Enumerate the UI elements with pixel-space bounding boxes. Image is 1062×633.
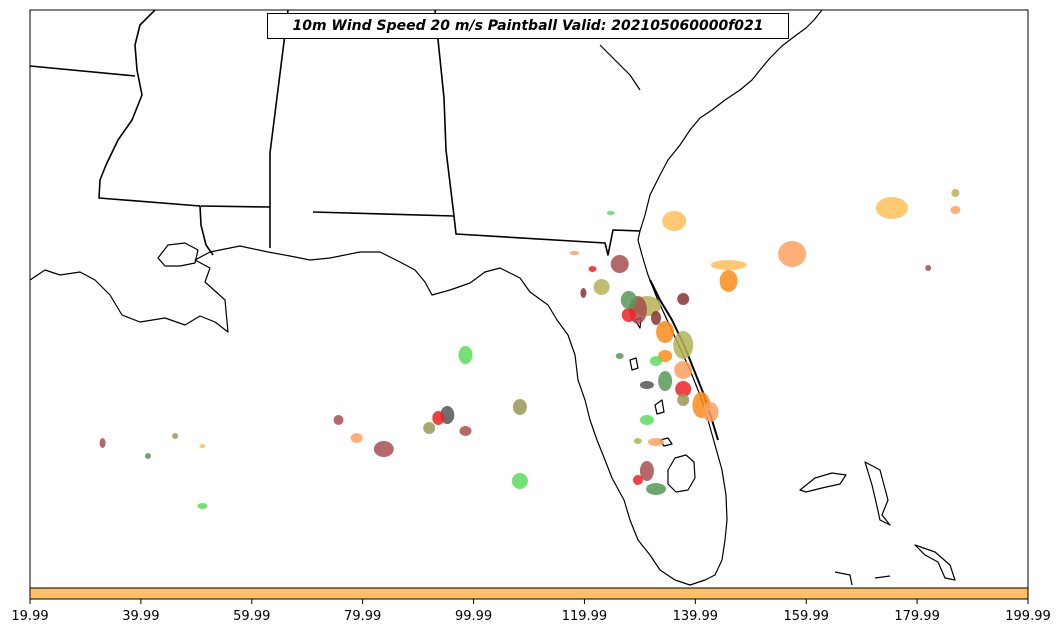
paintball-khaki [673,331,694,359]
paintball-green [458,346,473,364]
paintball-red [621,308,636,322]
paintball-khaki [951,189,960,197]
colorbar-tick-label: 199.99 [1005,609,1051,624]
colorbar-tick-label: 79.99 [344,609,381,624]
paintball-olive [172,433,179,439]
colorbar-tick-label: 19.99 [11,609,48,624]
colorbar-ticks: 19.99 39.99 59.99 79.99 99.99 119.99 139.99 159… [11,599,1051,624]
colorbar-tick-label: 119.99 [562,609,608,624]
paintball-green [197,503,208,509]
paintball-khaki [633,438,642,444]
paintball-brown [333,415,344,425]
paintball-gray [639,381,654,389]
paintball-olive [677,394,690,406]
paintball-gold [199,444,206,448]
paintball-maroon [651,311,661,325]
paintball-dark_green [615,353,624,359]
paintball-light_orange [648,438,664,446]
paintball-brown [610,255,629,273]
paintball-light_orange [674,361,693,379]
paintball-gold [662,211,687,231]
paintball-orange [719,270,738,292]
paintball-dark_green [646,483,666,495]
colorbar-tick-label: 179.99 [894,609,940,624]
lake-okeechobee [667,454,696,493]
paintball-olive [423,422,436,434]
paintball-red [632,475,643,485]
paintball-gold [875,197,908,219]
paintball-brown [459,426,472,436]
colorbar-tick-label: 59.99 [233,609,270,624]
paintball-red [675,381,692,397]
colorbar-tick-label: 159.99 [783,609,829,624]
atlantic-coastline [599,10,823,232]
paintball-green [650,356,662,366]
paintball-green [639,415,654,425]
gulf-coastline [30,230,728,586]
coastal-islands [629,317,673,447]
paintball-brown [373,441,394,457]
paintball-red [588,266,597,272]
state-borders [30,10,641,256]
paintball-layer [99,189,961,509]
paintball-khaki [593,279,610,295]
map-title: 10m Wind Speed 20 m/s Paintball Valid: 2… [267,13,789,39]
paintball-brown [639,461,654,481]
colorbar-tick-label: 99.99 [455,609,492,624]
paintball-olive [512,399,527,415]
paintball-orange [656,321,675,343]
colorbar-tick-label: 139.99 [673,609,719,624]
paintball-dark_green [658,371,673,391]
paintball-maroon [677,293,690,305]
paintball-green [511,473,528,489]
lake-pontchartrain [157,242,199,267]
colorbar [29,587,1029,600]
paintball-light_orange [350,433,363,443]
bahamas-islands [799,461,956,586]
paintball-light_orange [950,206,961,214]
paintball-maroon [580,288,587,298]
paintball-orange [658,350,673,362]
paintball-light_orange [569,251,580,255]
paintball-dark_green [144,453,151,459]
paintball-red [432,411,445,425]
paintball-light_orange [778,241,807,267]
paintball-brown [99,438,106,448]
paintball-brown [925,265,932,271]
paintball-gold [710,260,747,270]
paintball-light_orange [702,402,719,422]
paintball-dark_green [620,291,637,309]
paintball-green [606,211,615,215]
map-frame [29,9,1029,589]
colorbar-tick-label: 39.99 [122,609,159,624]
